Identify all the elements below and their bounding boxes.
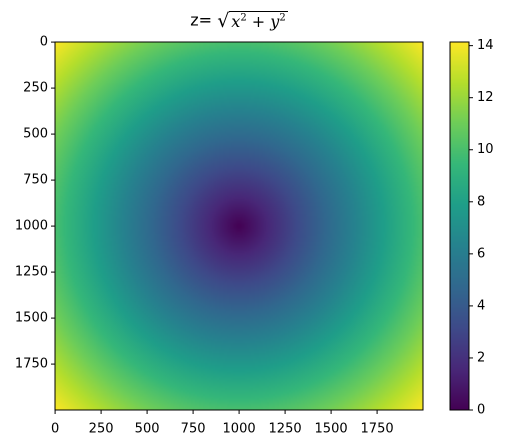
colorbar-tick-label: 12	[477, 90, 494, 105]
x-tick-label: 750	[181, 422, 206, 437]
x-axis: 0 250 500 750 1000 1250 1500 1750	[51, 410, 394, 437]
y-axis: 0 250 500 750 1000 1250 1500 1750	[15, 35, 55, 372]
colorbar-gradient	[450, 42, 469, 410]
y-tick-label: 1000	[15, 219, 48, 234]
heatmap-image	[55, 42, 423, 410]
x-tick-label: 250	[89, 422, 114, 437]
x-tick-label: 500	[135, 422, 160, 437]
chart-title: z= √ x2 + y2	[0, 10, 478, 32]
y-tick-label: 1500	[15, 311, 48, 326]
colorbar-tick-label: 8	[477, 194, 485, 209]
x-tick-label: 1750	[361, 422, 394, 437]
y-tick-label: 500	[23, 127, 48, 142]
x-tick-label: 0	[51, 422, 59, 437]
y-tick-label: 750	[23, 173, 48, 188]
y-tick-label: 1750	[15, 357, 48, 372]
y-tick-label: 250	[23, 81, 48, 96]
title-formula: √ x2 + y2	[217, 10, 288, 32]
colorbar-tick-label: 6	[477, 246, 485, 261]
colorbar-tick-label: 4	[477, 298, 485, 313]
colorbar-axis: 0 2 4 6 8 10 12 14	[469, 38, 494, 418]
colorbar-tick-label: 0	[477, 403, 485, 418]
colorbar-tick-label: 10	[477, 142, 494, 157]
x-tick-label: 1500	[315, 422, 348, 437]
colorbar-frame	[449, 41, 470, 411]
y-tick-label: 0	[40, 35, 48, 50]
y-tick-label: 1250	[15, 265, 48, 280]
heatmap-frame	[54, 41, 424, 411]
colorbar-tick-label: 14	[477, 38, 494, 53]
x-tick-label: 1000	[223, 422, 256, 437]
title-prefix: z=	[190, 10, 213, 30]
x-tick-label: 1250	[269, 422, 302, 437]
colorbar-tick-label: 2	[477, 350, 485, 365]
